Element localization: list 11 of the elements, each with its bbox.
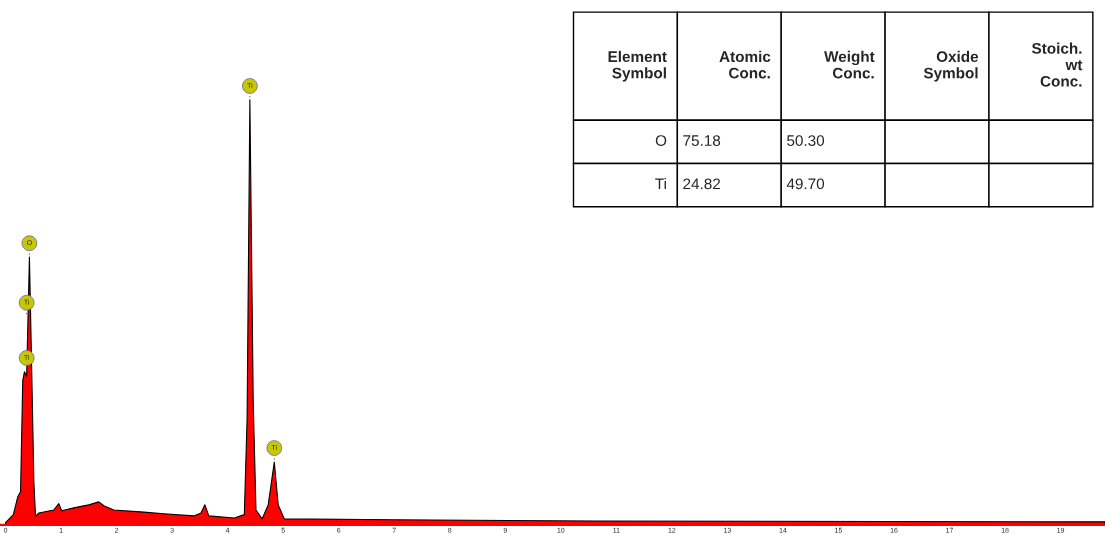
annotation: 50.30	[787, 135, 825, 146]
text: Oxide Symbol	[923, 50, 979, 82]
annotation: 75.18	[683, 135, 721, 146]
annotation: 49.70	[786, 178, 825, 190]
text: Element Symbol	[608, 50, 667, 82]
text: Atomic Conc.	[719, 50, 771, 79]
text: Stoich. wt Conc.	[1031, 42, 1083, 87]
annotation: 24.82	[683, 178, 721, 190]
annotation: Ti	[655, 178, 666, 190]
annotation: O	[655, 135, 667, 146]
text: Weight Conc.	[824, 50, 875, 79]
